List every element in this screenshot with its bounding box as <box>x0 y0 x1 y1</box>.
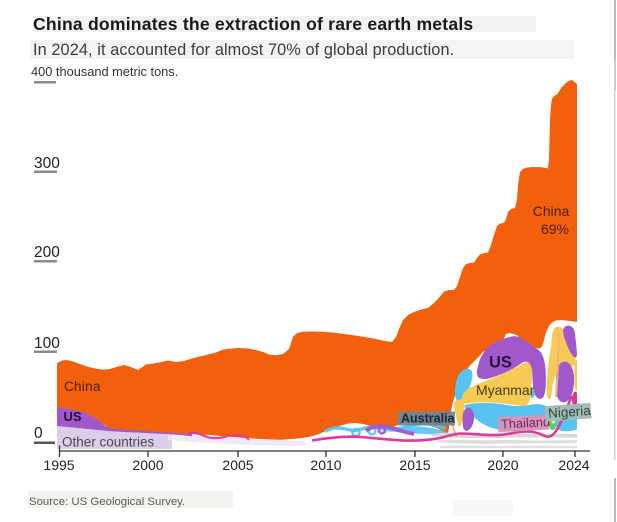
svg-text:Other countries: Other countries <box>62 435 155 450</box>
svg-text:Thailand: Thailand <box>501 414 551 432</box>
svg-text:China: China <box>533 203 570 219</box>
svg-text:69%: 69% <box>541 221 569 237</box>
svg-text:Nigeria: Nigeria <box>548 403 592 421</box>
svg-text:In 2024, it accounted for almo: In 2024, it accounted for almost 70% of … <box>33 41 454 59</box>
svg-text:US: US <box>489 354 512 372</box>
svg-text:2005: 2005 <box>222 457 253 473</box>
svg-text:100: 100 <box>34 335 60 352</box>
svg-text:China: China <box>64 379 101 394</box>
svg-text:China dominates the extraction: China dominates the extraction of rare e… <box>33 14 473 34</box>
svg-text:0: 0 <box>34 425 43 442</box>
svg-text:1995: 1995 <box>43 457 74 473</box>
svg-text:Myanmar: Myanmar <box>476 382 535 398</box>
svg-text:2024: 2024 <box>558 457 589 473</box>
svg-text:Australia: Australia <box>401 412 456 426</box>
svg-text:2010: 2010 <box>310 457 341 473</box>
svg-text:Source: US Geological Survey.: Source: US Geological Survey. <box>29 496 185 508</box>
svg-text:2000: 2000 <box>132 457 163 473</box>
svg-text:300: 300 <box>34 155 60 172</box>
svg-text:400 thousand metric tons.: 400 thousand metric tons. <box>31 64 178 79</box>
svg-text:US: US <box>64 409 82 424</box>
svg-text:2015: 2015 <box>399 457 430 473</box>
svg-text:200: 200 <box>34 244 60 261</box>
svg-text:2020: 2020 <box>487 457 518 473</box>
